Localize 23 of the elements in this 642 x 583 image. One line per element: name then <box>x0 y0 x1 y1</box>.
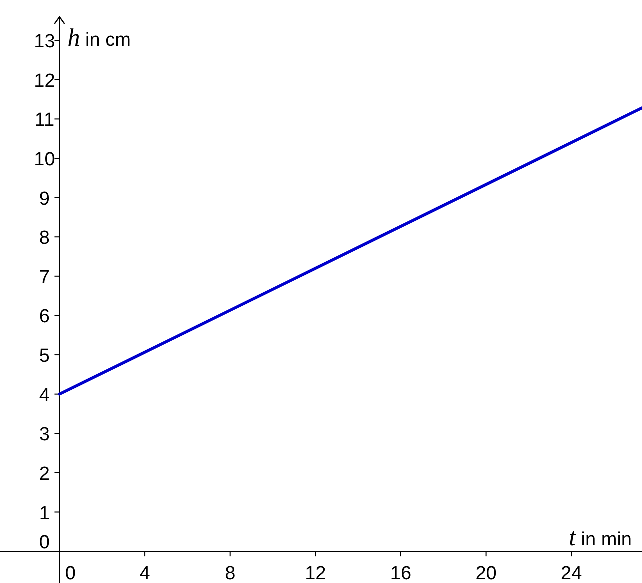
y-tick-label: 1 <box>39 503 50 524</box>
y-tick-label: 13 <box>34 32 56 53</box>
y-tick-label: 3 <box>39 424 50 446</box>
x-tick-label: 8 <box>225 564 236 583</box>
y-tick-label: 0 <box>39 532 50 554</box>
x-tick-label: 24 <box>561 564 583 583</box>
x-tick-label: 0 <box>65 564 76 583</box>
x-tick-label: 16 <box>390 564 412 583</box>
y-tick-label: 6 <box>39 306 50 328</box>
x-tick-label: 4 <box>140 564 151 583</box>
y-tick-label: 7 <box>39 267 50 288</box>
y-tick-label: 5 <box>39 346 50 368</box>
y-tick-label: 10 <box>34 150 56 170</box>
x-tick-label: 12 <box>305 564 326 583</box>
y-tick-label: 9 <box>39 188 50 210</box>
y-tick-label: 2 <box>39 464 50 485</box>
x-tick-label: 20 <box>476 564 497 583</box>
y-axis-title: h in cm <box>68 25 131 52</box>
y-tick-label: 11 <box>34 110 55 132</box>
x-axis-title: t in min <box>569 524 632 552</box>
y-tick-label: 8 <box>39 228 50 250</box>
y-tick-label: 12 <box>34 70 56 92</box>
y-tick-label: 4 <box>39 385 50 406</box>
